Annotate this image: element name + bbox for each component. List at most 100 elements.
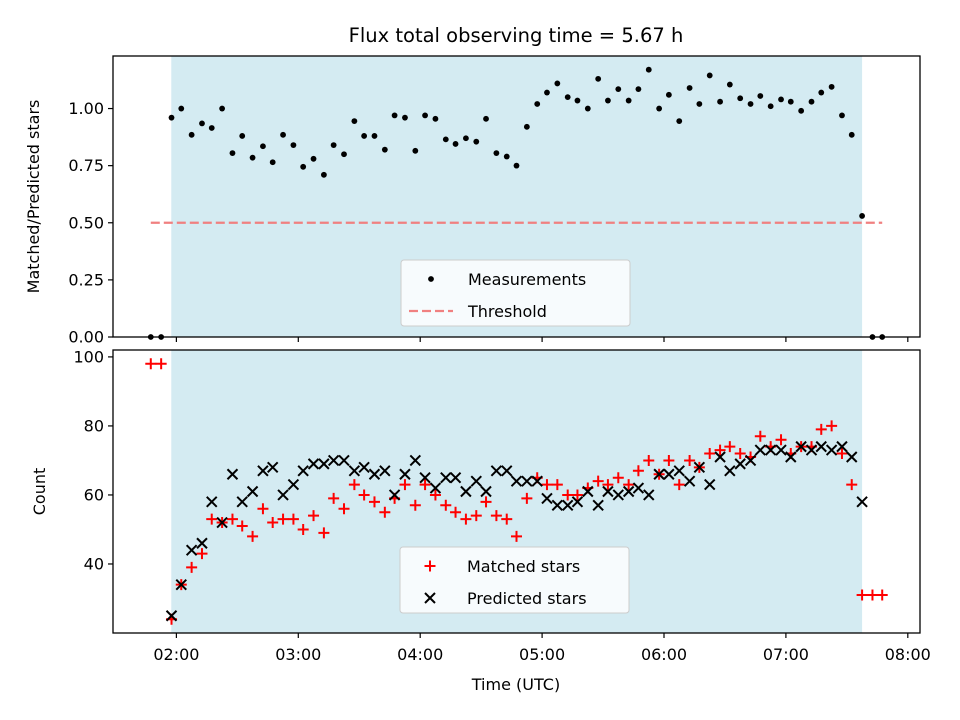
matched-star-point — [318, 527, 330, 539]
predicted-star-point — [460, 485, 472, 498]
x-tick-label: 04:00 — [397, 645, 443, 664]
measurement-point — [747, 101, 754, 107]
legend-box — [399, 546, 630, 614]
measurement-point — [859, 213, 865, 219]
predicted-star-point — [175, 578, 187, 591]
measurement-point — [686, 85, 693, 91]
predicted-star-point — [510, 475, 523, 487]
measurement-point — [696, 101, 703, 107]
y-tick-label: 0.25 — [68, 270, 104, 289]
matched-star-point — [155, 358, 167, 370]
predicted-star-point — [673, 465, 685, 477]
measurement-point — [717, 98, 723, 105]
matched-star-point — [226, 513, 238, 525]
measurement-point — [351, 118, 358, 125]
predicted-star-point — [388, 489, 401, 501]
predicted-star-point — [836, 440, 848, 453]
matched-star-point — [623, 479, 635, 491]
matched-star-point — [876, 589, 888, 601]
predicted-star-point — [236, 496, 248, 508]
matched-star-point — [236, 520, 248, 532]
predicted-star-point — [185, 544, 198, 556]
matched-star-point — [602, 479, 614, 491]
measurement-point — [503, 153, 510, 160]
predicted-star-point — [348, 465, 361, 477]
matched-star-point — [663, 454, 675, 466]
predicted-star-point — [561, 499, 574, 512]
predicted-star-point — [521, 475, 533, 487]
predicted-star-point — [693, 461, 706, 474]
measurement-point — [168, 114, 175, 121]
predicted-star-point — [368, 468, 381, 480]
count-axes-frame — [112, 349, 921, 634]
measurement-point — [737, 95, 744, 102]
measurement-point — [432, 115, 439, 122]
matched-star-point — [632, 465, 644, 477]
x-tick-label: 07:00 — [763, 645, 809, 664]
predicted-star-point — [440, 471, 452, 484]
measurement-point — [239, 133, 246, 139]
predicted-star-point — [257, 465, 269, 477]
predicted-star-point — [409, 454, 422, 467]
matched-star-point — [348, 479, 360, 491]
predicted-star-point — [165, 610, 178, 622]
measurement-point — [564, 94, 571, 101]
count-y-ticks: 40 60 80 100 — [73, 347, 113, 573]
measurement-point — [442, 136, 449, 143]
matched-star-point — [562, 489, 574, 501]
measurement-point — [778, 96, 784, 103]
predicted-star-point — [714, 451, 726, 463]
matched-star-point — [328, 492, 340, 504]
predicted-star-point — [582, 485, 594, 498]
matched-star-point — [368, 496, 380, 508]
matched-star-point — [419, 479, 431, 491]
x-tick-label: 02:00 — [153, 645, 199, 664]
predicted-star-point — [632, 482, 645, 494]
predicted-star-point — [399, 468, 411, 480]
measurement-point — [523, 123, 530, 130]
matched-star-point — [521, 492, 533, 504]
measurement-point — [798, 107, 805, 114]
predicted-star-point — [338, 454, 350, 467]
measurement-point — [544, 89, 550, 96]
matched-star-point — [450, 506, 462, 518]
measurement-point — [361, 133, 368, 139]
matched-star-point — [308, 510, 320, 522]
measurement-point — [219, 105, 226, 112]
matched-star-point — [866, 589, 878, 601]
predicted-star-point — [846, 451, 858, 463]
predicted-star-point — [358, 461, 370, 474]
ratio-y-ticks: 0.00 0.25 0.50 0.75 1.00 — [68, 99, 113, 347]
legend-label: Predicted stars — [467, 589, 587, 608]
predicted-star-point — [612, 489, 624, 501]
matched-star-point — [460, 513, 472, 525]
measurement-point — [615, 86, 622, 93]
measurement-point — [260, 143, 266, 150]
predicted-star-point — [226, 468, 239, 480]
measurement-point — [706, 72, 713, 79]
predicted-star-point — [571, 496, 584, 508]
measurement-point — [269, 159, 276, 166]
matched-star-point — [724, 441, 736, 453]
legend-marker-cross — [424, 592, 436, 604]
measurement-point — [534, 101, 541, 107]
measurement-point — [808, 98, 815, 105]
ratio-y-axis-label: Matched/Predicted stars — [24, 100, 43, 294]
measurement-point — [787, 98, 794, 105]
matched-star-point — [541, 479, 553, 491]
matched-star-point — [196, 548, 208, 560]
measurement-point — [188, 131, 195, 138]
measurement-point — [300, 163, 307, 170]
matched-star-point — [338, 503, 350, 515]
measurement-point — [554, 80, 561, 87]
predicted-star-point — [805, 444, 818, 456]
x-tick-label: 08:00 — [885, 645, 931, 664]
predicted-star-point — [419, 471, 431, 484]
matched-star-point — [145, 358, 157, 370]
predicted-star-point — [653, 468, 665, 480]
time-x-ticks: 02:00 03:00 04:00 05:00 06:00 07:00 08:00 — [153, 633, 931, 664]
predicted-star-point — [856, 496, 868, 508]
measurement-point — [452, 141, 459, 147]
count-series — [145, 358, 888, 625]
